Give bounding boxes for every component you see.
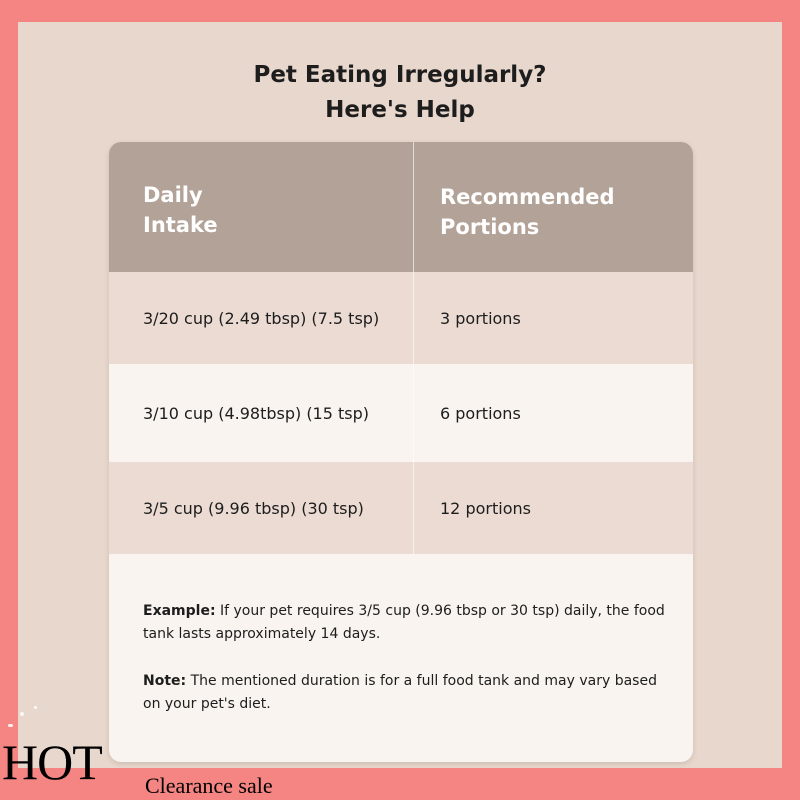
portions-cell: 12 portions — [440, 498, 531, 518]
intake-cell: 3/10 cup (4.98tbsp) (15 tsp) — [143, 403, 370, 423]
example-label: Example: — [143, 603, 216, 619]
header-recommended-portions: Recommended Portions — [440, 182, 680, 242]
title-line-2: Here's Help — [325, 97, 475, 123]
poster-panel: Pet Eating Irregularly? Here's Help Dail… — [18, 22, 782, 768]
note-label: Note: — [143, 673, 187, 689]
column-divider — [413, 142, 414, 554]
portions-cell: 3 portions — [440, 308, 521, 328]
table-row: 3/10 cup (4.98tbsp) (15 tsp) 6 portions — [109, 364, 693, 462]
clearance-sale-text: Clearance sale — [145, 773, 273, 798]
intake-cell: 3/5 cup (9.96 tbsp) (30 tsp) — [143, 498, 364, 518]
header-daily-intake: Daily Intake — [143, 180, 383, 240]
duration-note: Note: The mentioned duration is for a fu… — [143, 670, 673, 716]
page-title: Pet Eating Irregularly? Here's Help — [18, 58, 782, 128]
portion-table-card: Daily Intake Recommended Portions 3/20 c… — [109, 142, 693, 762]
header-recommended-portions-line-2: Portions — [440, 215, 540, 239]
example-text: If your pet requires 3/5 cup (9.96 tbsp … — [143, 603, 665, 642]
table-row: 3/20 cup (2.49 tbsp) (7.5 tsp) 3 portion… — [109, 272, 693, 364]
portions-cell: 6 portions — [440, 403, 521, 423]
sparkle-decoration — [34, 706, 37, 709]
note-text: The mentioned duration is for a full foo… — [143, 673, 657, 712]
example-note: Example: If your pet requires 3/5 cup (9… — [143, 600, 673, 646]
table-row: 3/5 cup (9.96 tbsp) (30 tsp) 12 portions — [109, 462, 693, 554]
hot-badge-text: HOT — [2, 734, 103, 790]
sparkle-decoration — [20, 712, 24, 716]
notes-section: Example: If your pet requires 3/5 cup (9… — [143, 600, 673, 740]
sparkle-decoration — [8, 724, 13, 727]
intake-cell: 3/20 cup (2.49 tbsp) (7.5 tsp) — [143, 308, 380, 328]
title-line-1: Pet Eating Irregularly? — [253, 62, 547, 88]
header-daily-intake-line-1: Daily — [143, 183, 203, 207]
header-recommended-portions-line-1: Recommended — [440, 185, 615, 209]
header-daily-intake-line-2: Intake — [143, 213, 218, 237]
table-header: Daily Intake Recommended Portions — [109, 142, 693, 272]
